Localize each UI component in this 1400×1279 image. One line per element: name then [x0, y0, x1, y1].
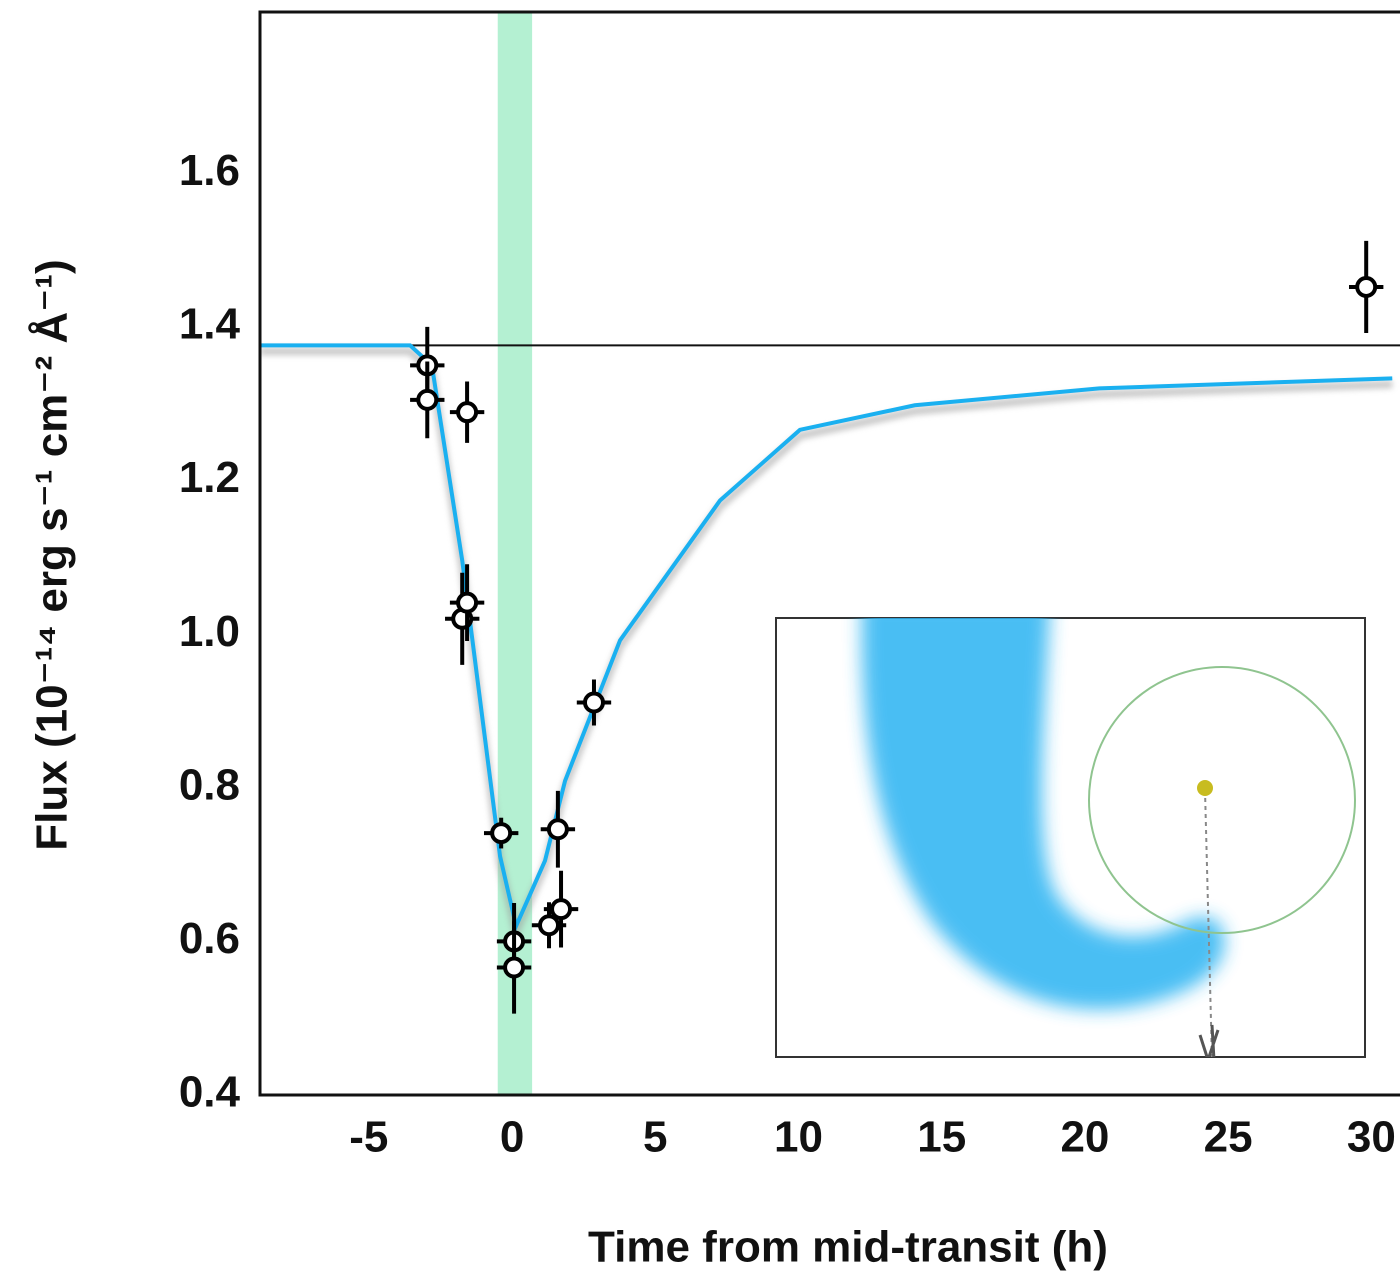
- data-point: [503, 956, 526, 979]
- x-axis-title: Time from mid-transit (h): [588, 1223, 1108, 1272]
- y-tick-label: 0.6: [179, 914, 240, 963]
- x-tick-label: 0: [500, 1113, 524, 1162]
- x-tick-label: 20: [1060, 1113, 1109, 1162]
- y-tick-label: 0.4: [179, 1068, 241, 1117]
- observer: [1198, 1024, 1220, 1057]
- y-tick-label: 1.2: [179, 453, 240, 502]
- axes-frame: [258, 10, 1400, 1097]
- x-tick-label: 15: [917, 1113, 966, 1162]
- data-point: [456, 591, 479, 614]
- data-point: [1355, 275, 1378, 298]
- y-axis-title: Flux (10⁻¹⁴ erg s⁻¹ cm⁻² Å⁻¹): [28, 259, 77, 850]
- gas-tail: [861, 618, 1225, 1010]
- data-point: [546, 818, 569, 841]
- y-tick-label: 1.6: [179, 146, 240, 195]
- data-point: [550, 898, 573, 921]
- y-tick-label: 1.4: [179, 300, 241, 349]
- data-point: [538, 914, 561, 937]
- x-tick-label: -5: [349, 1113, 388, 1162]
- x-tick-label: 30: [1347, 1113, 1396, 1162]
- x-tick-label: 5: [643, 1113, 667, 1162]
- data-point: [416, 388, 439, 411]
- y-tick-label: 0.8: [179, 760, 240, 809]
- data-point: [456, 401, 479, 424]
- orbit: [1088, 666, 1356, 934]
- y-tick-label: 1.0: [179, 607, 240, 656]
- data-point: [490, 822, 513, 845]
- star: [1197, 780, 1213, 796]
- inset: [775, 617, 1366, 1058]
- x-tick-label: 25: [1204, 1113, 1253, 1162]
- x-tick-label: 10: [774, 1113, 823, 1162]
- data-point: [582, 691, 605, 714]
- line-of-sight: [1204, 789, 1213, 1057]
